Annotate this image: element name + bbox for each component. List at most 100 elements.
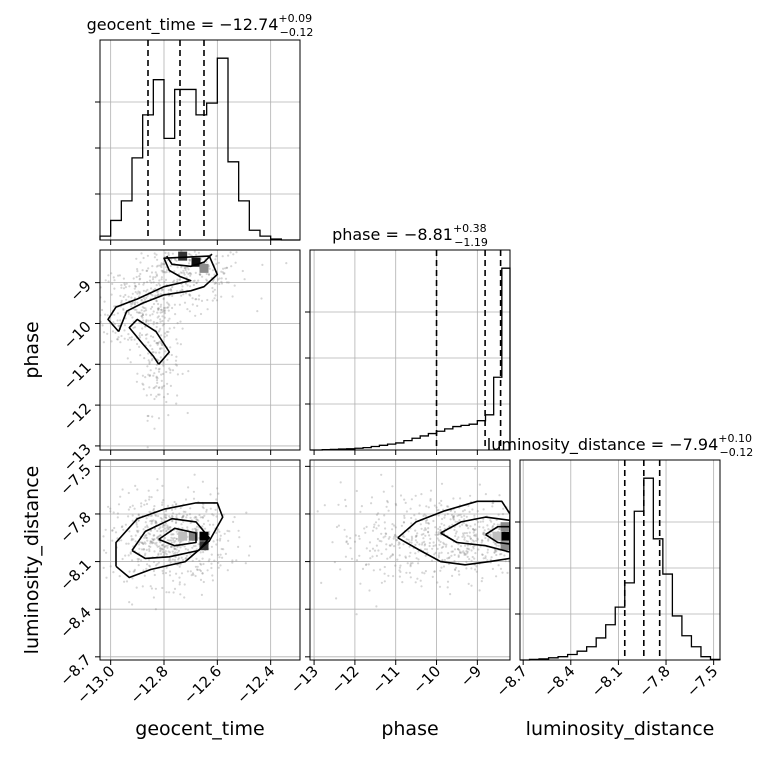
sample-point	[154, 367, 158, 370]
sample-point	[167, 254, 170, 257]
sample-point	[168, 539, 171, 542]
sample-point	[487, 528, 490, 531]
sample-point	[182, 271, 186, 274]
sample-point	[472, 540, 475, 543]
sample-point	[159, 534, 162, 537]
sample-point	[346, 542, 350, 546]
sample-point	[446, 580, 450, 583]
sample-point	[457, 514, 460, 517]
sample-point	[408, 545, 411, 548]
sample-point	[152, 281, 155, 284]
sample-point	[436, 537, 439, 540]
sample-point	[144, 534, 147, 538]
sample-point	[481, 553, 484, 556]
sample-point	[140, 559, 143, 562]
sample-point	[159, 552, 163, 556]
sample-point	[170, 539, 173, 542]
sample-point	[443, 558, 446, 562]
sample-point	[158, 527, 161, 530]
sample-point	[368, 589, 371, 592]
sample-point	[153, 573, 156, 577]
sample-point	[145, 313, 148, 316]
sample-point	[457, 570, 460, 573]
sample-point	[478, 483, 481, 486]
sample-point	[465, 515, 468, 519]
sample-point	[155, 274, 159, 277]
sample-point	[339, 481, 342, 484]
sample-point	[177, 549, 180, 553]
sample-point	[144, 325, 147, 328]
panel-phase-vs-luminosity_distance	[309, 459, 558, 661]
sample-point	[176, 322, 179, 325]
sample-point	[154, 294, 157, 297]
sample-point	[173, 536, 176, 540]
x-tick-label-geocent_time: −12.4	[233, 662, 278, 707]
sample-point	[151, 542, 154, 545]
sample-point	[173, 326, 176, 329]
sample-point	[189, 272, 192, 275]
sample-point	[436, 509, 439, 512]
sample-point	[220, 246, 222, 248]
x-tick-label-geocent_time: −12.6	[180, 662, 225, 707]
sample-point	[164, 545, 167, 548]
sample-point	[197, 519, 200, 522]
sample-point	[399, 564, 402, 567]
sample-point	[136, 531, 139, 534]
sample-point	[394, 502, 397, 505]
sample-point	[375, 513, 379, 516]
sample-point	[170, 353, 173, 357]
sample-point	[155, 265, 158, 268]
sample-point	[535, 531, 537, 533]
sample-point	[106, 314, 109, 317]
sample-point	[556, 574, 558, 576]
sample-point	[429, 489, 433, 492]
sample-point	[462, 534, 465, 537]
sample-point	[361, 567, 365, 571]
sample-point	[140, 315, 143, 318]
sample-point	[150, 281, 153, 284]
sample-point	[423, 529, 426, 532]
sample-point	[457, 543, 460, 546]
sample-point	[187, 370, 190, 373]
sample-point	[146, 446, 149, 449]
sample-point	[388, 536, 391, 539]
sample-point	[166, 382, 169, 385]
sample-point	[193, 473, 196, 476]
sample-point	[163, 316, 166, 319]
sample-point	[339, 568, 342, 571]
sample-point	[173, 270, 176, 273]
sample-point	[160, 530, 163, 533]
sample-point	[484, 555, 487, 558]
density-cell	[500, 541, 510, 551]
sample-point	[202, 507, 205, 510]
sample-point	[144, 333, 147, 337]
sample-point	[129, 506, 132, 509]
contour-level-3	[485, 525, 510, 545]
sample-point	[172, 552, 175, 556]
sample-point	[460, 551, 463, 554]
sample-point	[437, 554, 440, 557]
sample-point	[162, 548, 165, 551]
sample-point	[161, 586, 164, 590]
sample-point	[198, 559, 201, 562]
sample-point	[180, 540, 183, 543]
sample-point	[420, 527, 423, 530]
sample-point	[119, 294, 122, 297]
sample-point	[149, 314, 152, 317]
sample-point	[437, 514, 440, 517]
sample-point	[383, 565, 386, 569]
sample-point	[188, 252, 191, 256]
sample-point	[160, 517, 163, 521]
sample-point	[482, 557, 485, 560]
panel-geocent_time-vs-luminosity_distance	[99, 459, 301, 661]
sample-point	[189, 285, 192, 288]
sample-point	[118, 575, 121, 578]
sample-point	[453, 548, 457, 551]
sample-point	[135, 257, 138, 260]
sample-point	[131, 316, 134, 319]
y-tick-label-phase: −11	[60, 358, 95, 393]
sample-point	[164, 510, 168, 513]
sample-point	[132, 277, 135, 280]
sample-point	[156, 545, 159, 548]
sample-point	[546, 581, 548, 583]
